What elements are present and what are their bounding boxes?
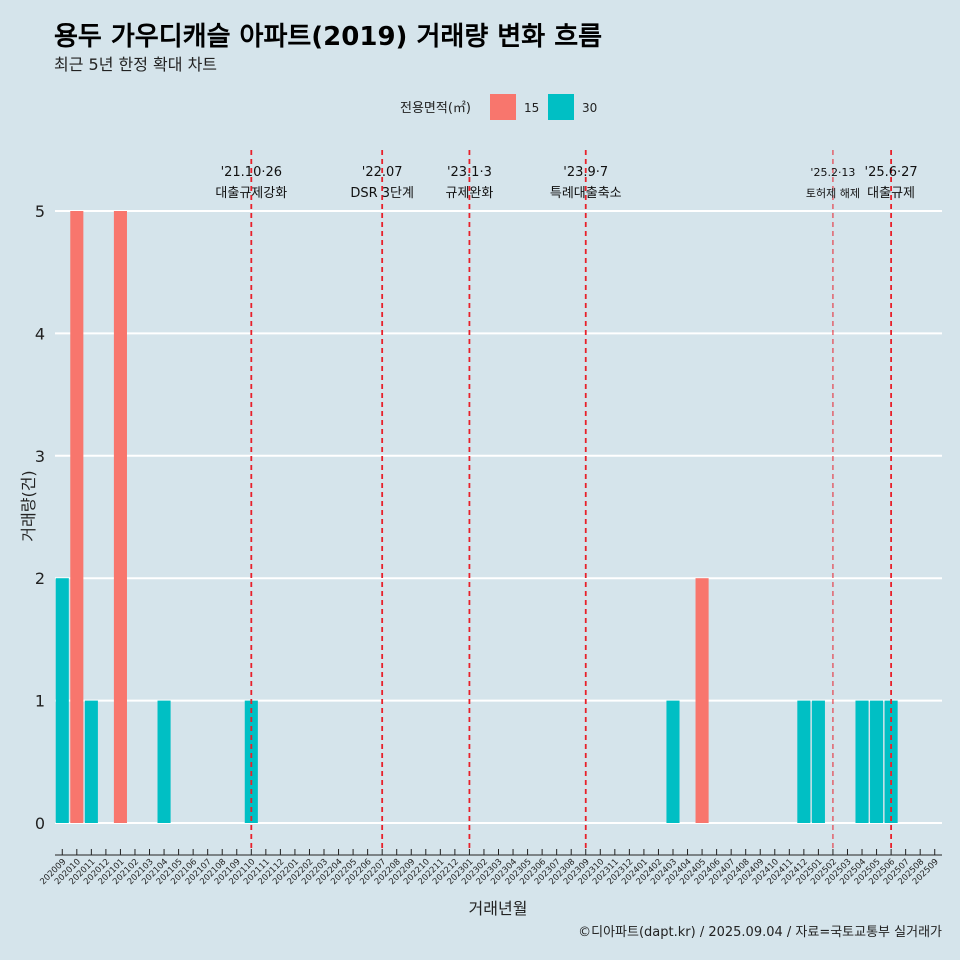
- y-axis-label: 거래량(건): [19, 470, 38, 541]
- y-tick-label: 5: [35, 202, 45, 221]
- bar-15-202010: [70, 211, 84, 823]
- chart-title: 용두 가우디캐슬 아파트(2019) 거래량 변화 흐름: [54, 22, 602, 52]
- annotation-date-202301: '23.1·3: [447, 165, 492, 180]
- y-tick-label: 0: [35, 814, 45, 833]
- x-axis: 2020092020102020112020122021012021022021…: [38, 849, 942, 887]
- annotation-date-202207: '22.07: [362, 165, 403, 180]
- annotation-label-202506: 대출규제: [867, 186, 915, 201]
- y-tick-label: 3: [35, 447, 45, 466]
- chart-subtitle: 최근 5년 한정 확대 차트: [54, 55, 217, 74]
- bar-30-202403: [666, 700, 680, 823]
- annotation-label-202502: 토허제 해제: [806, 186, 860, 200]
- annotation-label-202309: 특례대출축소: [550, 186, 622, 201]
- annotation-date-202309: '23.9·7: [563, 165, 608, 180]
- bar-30-202506: [884, 700, 898, 823]
- annotation-label-202110: 대출규제강화: [215, 186, 287, 201]
- annotation-date-202502: '25.2·13: [810, 166, 855, 179]
- x-axis-label: 거래년월: [469, 899, 528, 918]
- annotation-date-202110: '21.10·26: [221, 165, 282, 180]
- y-tick-label: 1: [35, 692, 45, 711]
- bar-30-202504: [855, 700, 869, 823]
- bar-30-202505: [870, 700, 884, 823]
- annotation-label-202207: DSR 3단계: [350, 186, 414, 201]
- bars: [55, 211, 898, 823]
- legend: 전용면적(㎡) 15 30: [400, 94, 597, 120]
- legend-label-15: 15: [524, 101, 539, 115]
- caption: ©디아파트(dapt.kr) / 2025.09.04 / 자료=국토교통부 실…: [578, 925, 942, 940]
- bar-30-202412: [797, 700, 811, 823]
- annotations: '21.10·26 대출규제강화 '22.07 DSR 3단계 '23.1·3 규제완화 '…: [215, 150, 918, 848]
- y-axis-ticks: 0 1 2 3 4 5: [35, 202, 45, 833]
- y-tick-label: 4: [35, 324, 45, 343]
- bar-30-202104: [157, 700, 171, 823]
- bar-30-202011: [84, 700, 98, 823]
- gridlines: [55, 210, 942, 824]
- annotation-label-202301: 규제완화: [445, 186, 493, 201]
- legend-swatch-30: [548, 94, 574, 120]
- annotation-date-202506: '25.6·27: [865, 165, 918, 180]
- bar-15-202101: [113, 211, 127, 823]
- legend-swatch-15: [490, 94, 516, 120]
- bar-30-202110: [244, 700, 258, 823]
- bar-30-202009: [55, 578, 69, 823]
- y-tick-label: 2: [35, 569, 45, 588]
- bar-30-202501: [811, 700, 825, 823]
- legend-label-30: 30: [582, 101, 597, 115]
- bar-15-202405: [695, 578, 709, 823]
- legend-title: 전용면적(㎡): [400, 101, 471, 116]
